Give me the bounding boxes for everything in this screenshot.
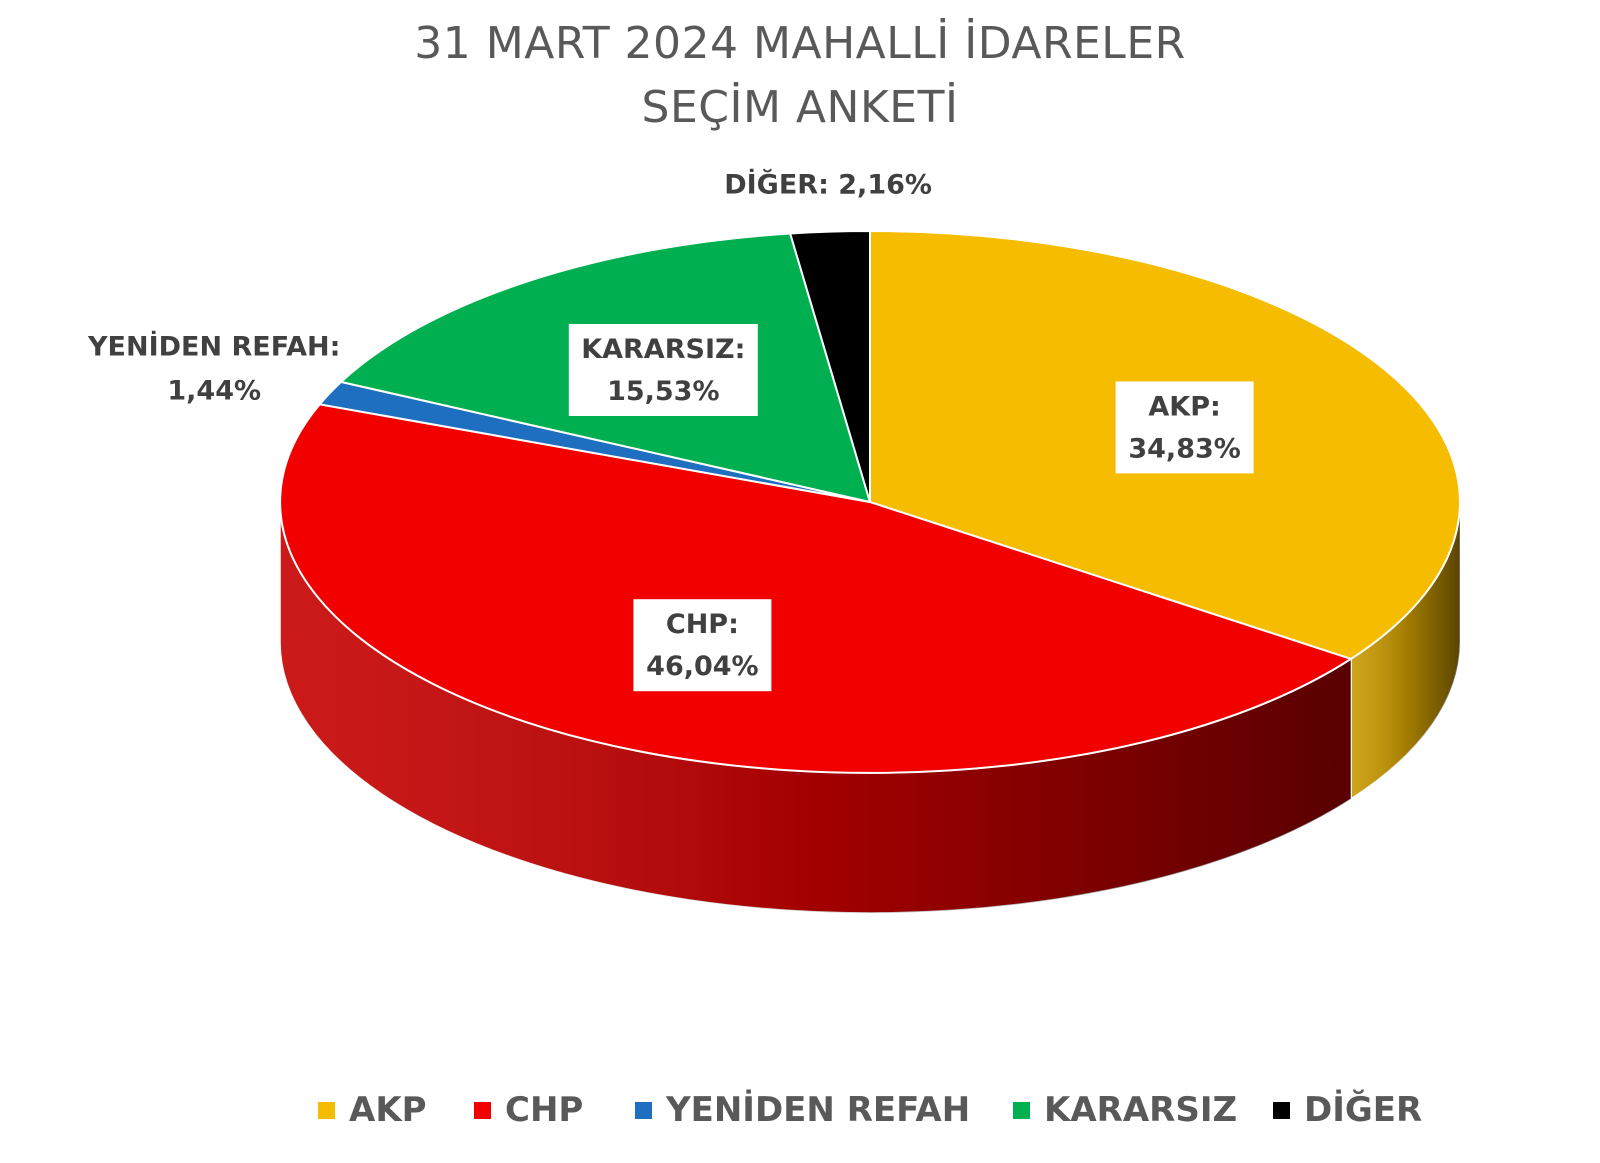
data-label-di-er: DİĞER: 2,16% <box>724 169 932 201</box>
data-label-value: 1,44% <box>167 376 261 407</box>
pie-slice-di-er <box>789 230 871 503</box>
data-label-box <box>568 324 758 416</box>
pie-side-shading-chp <box>280 502 1351 913</box>
chart-title-line-1: 31 MART 2024 MAHALLİ İDARELER <box>414 18 1186 69</box>
data-label-box <box>633 599 772 692</box>
legend-item-kararsiz: KARARSIZ <box>1013 1082 1237 1138</box>
pie-slice-chp <box>279 403 1352 774</box>
data-label-value: 46,04% <box>646 651 758 682</box>
legend-item-akp: AKP <box>318 1082 427 1138</box>
data-label-name-value: DİĞER: 2,16% <box>724 169 932 201</box>
legend-item-di-er: DİĞER <box>1273 1082 1422 1138</box>
legend-swatch <box>1273 1101 1290 1119</box>
pie-slices-group <box>279 230 1461 774</box>
legend: AKP CHP YENİDEN REFAH KARARSIZ DİĞER <box>0 1082 1600 1138</box>
data-label-name: AKP: <box>1148 391 1220 422</box>
data-label-value: 34,83% <box>1128 433 1240 464</box>
data-label-akp: AKP: 34,83% <box>1115 381 1254 474</box>
pie-side-shading-akp <box>1351 502 1460 799</box>
data-label-name: CHP: <box>666 609 739 640</box>
data-label-kararsiz: KARARSIZ: 15,53% <box>568 324 758 416</box>
legend-swatch <box>318 1101 335 1119</box>
data-label-value: 15,53% <box>607 376 719 407</box>
data-label-name: KARARSIZ: <box>581 334 745 365</box>
data-label-name: YENİDEN REFAH: <box>87 331 340 363</box>
legend-item-chp: CHP <box>474 1082 583 1138</box>
legend-label: YENİDEN REFAH <box>666 1090 971 1130</box>
legend-swatch <box>1013 1101 1030 1119</box>
data-label-box <box>1115 381 1254 474</box>
legend-swatch <box>474 1101 491 1119</box>
chart-title-line-2: SEÇİM ANKETİ <box>641 82 959 133</box>
legend-label: KARARSIZ <box>1044 1090 1238 1130</box>
legend-label: AKP <box>349 1090 427 1130</box>
legend-item-yeni-den-refah: YENİDEN REFAH <box>635 1082 970 1138</box>
legend-label: DİĞER <box>1304 1090 1423 1130</box>
data-label-yeni-den-refah: YENİDEN REFAH: 1,44% <box>87 331 340 407</box>
legend-label: CHP <box>505 1090 584 1130</box>
pie-labels-group: AKP: 34,83% CHP: 46,04% YENİDEN REFAH: 1,44% K… <box>87 169 1254 692</box>
data-label-chp: CHP: 46,04% <box>633 599 772 692</box>
legend-swatch <box>635 1101 652 1119</box>
pie-depth-group <box>279 501 1461 914</box>
